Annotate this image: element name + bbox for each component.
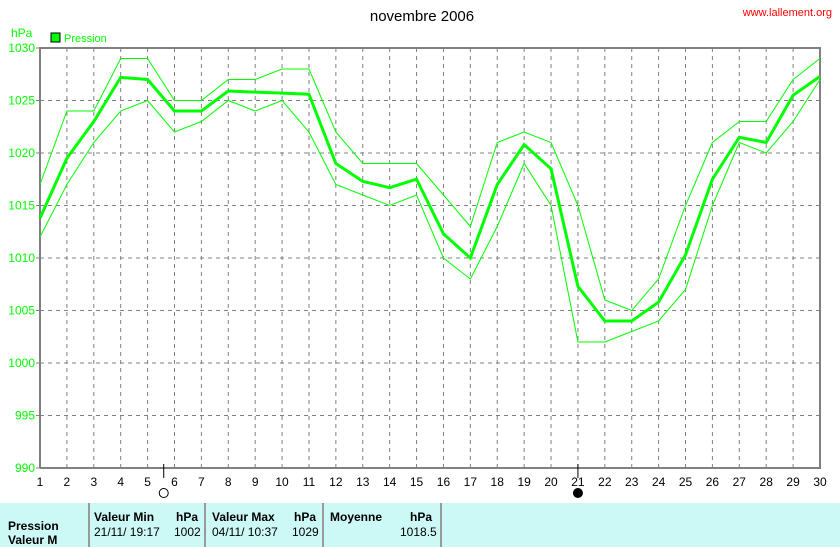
x-tick-label: 2: [64, 475, 71, 489]
y-tick-label: 995: [15, 409, 35, 423]
min-col: Valeur Min hPa 21/11/ 19:17 1002: [90, 503, 206, 547]
min-unit: hPa: [176, 510, 199, 524]
plot-frame: [39, 47, 821, 469]
x-tick-label: 13: [356, 475, 370, 489]
y-tick-label: 1030: [8, 41, 35, 55]
x-tick-label: 29: [786, 475, 800, 489]
x-tick-label: 18: [491, 475, 505, 489]
y-tick-label: 1010: [8, 251, 35, 265]
min-date: 21/11/ 19:17: [94, 525, 160, 539]
x-tick-label: 6: [171, 475, 178, 489]
x-tick-label: 24: [652, 475, 666, 489]
full-moon-icon: [158, 488, 169, 498]
max-col: Valeur Max hPa 04/11/ 10:37 1029: [206, 503, 324, 547]
x-tick-label: 15: [410, 475, 424, 489]
x-tick-label: 17: [464, 475, 478, 489]
x-tick-label: 1: [37, 475, 44, 489]
mean-value: 1018.5: [400, 525, 437, 539]
x-tick-label: 27: [733, 475, 747, 489]
x-tick-label: 3: [90, 475, 97, 489]
x-tick-label: 16: [437, 475, 451, 489]
mean-header: Moyenne: [330, 510, 383, 524]
max-date: 04/11/ 10:37: [212, 525, 278, 539]
max-unit: hPa: [294, 510, 317, 524]
x-tick-label: 10: [275, 475, 289, 489]
row-label-2: Valeur M: [8, 533, 58, 547]
y-axis-label: hPa: [11, 26, 33, 40]
x-tick-label: 19: [517, 475, 531, 489]
x-tick-label: 7: [198, 475, 205, 489]
series-line-mean: [38, 75, 821, 323]
max-header: Valeur Max: [212, 510, 275, 524]
y-tick-label: 1015: [8, 199, 35, 213]
new-moon-icon: [572, 488, 583, 498]
legend-swatch: [50, 32, 61, 43]
x-tick-label: 21: [571, 475, 585, 489]
pressure-chart: 1 2 3 4 5 6 7 8 9 10 11 12 13 14 15 16 17 18 19 20 21 22 23 24 2…: [8, 7, 832, 498]
stats-table: Pression Valeur M Valeur Min hPa 21/11/ …: [0, 503, 840, 547]
min-value: 1002: [174, 525, 201, 539]
x-tick-label: 4: [117, 475, 124, 489]
series-line-max: [39, 58, 821, 312]
x-tick-label: 14: [383, 475, 397, 489]
x-tick-label: 8: [225, 475, 232, 489]
y-tick-label: 1000: [8, 356, 35, 370]
x-tick-label: 20: [544, 475, 558, 489]
y-tick-label: 1025: [8, 94, 35, 108]
legend-label: Pression: [64, 33, 107, 45]
row-label: Pression: [8, 519, 59, 533]
y-tick-label: 990: [15, 461, 35, 475]
mean-col: Moyenne hPa 1018.5: [324, 503, 442, 547]
x-tick-label: 22: [598, 475, 612, 489]
watermark: www.lallement.org: [742, 7, 832, 19]
row-label-col: Pression Valeur M: [0, 503, 90, 547]
chart-title: novembre 2006: [370, 8, 474, 25]
series-line-min: [39, 79, 821, 343]
x-tick-label: 11: [303, 475, 316, 489]
y-tick-label: 1020: [8, 146, 35, 160]
max-value: 1029: [292, 525, 319, 539]
x-tick-label: 12: [329, 475, 343, 489]
y-tick-label: 1005: [8, 304, 35, 318]
min-header: Valeur Min: [94, 510, 155, 524]
x-tick-label: 5: [144, 475, 151, 489]
x-tick-label: 9: [252, 475, 259, 489]
x-tick-label: 23: [625, 475, 639, 489]
x-tick-label: 30: [813, 475, 827, 489]
x-tick-label: 25: [679, 475, 693, 489]
mean-unit: hPa: [410, 510, 433, 524]
x-tick-label: 26: [706, 475, 720, 489]
x-tick-label: 28: [760, 475, 774, 489]
